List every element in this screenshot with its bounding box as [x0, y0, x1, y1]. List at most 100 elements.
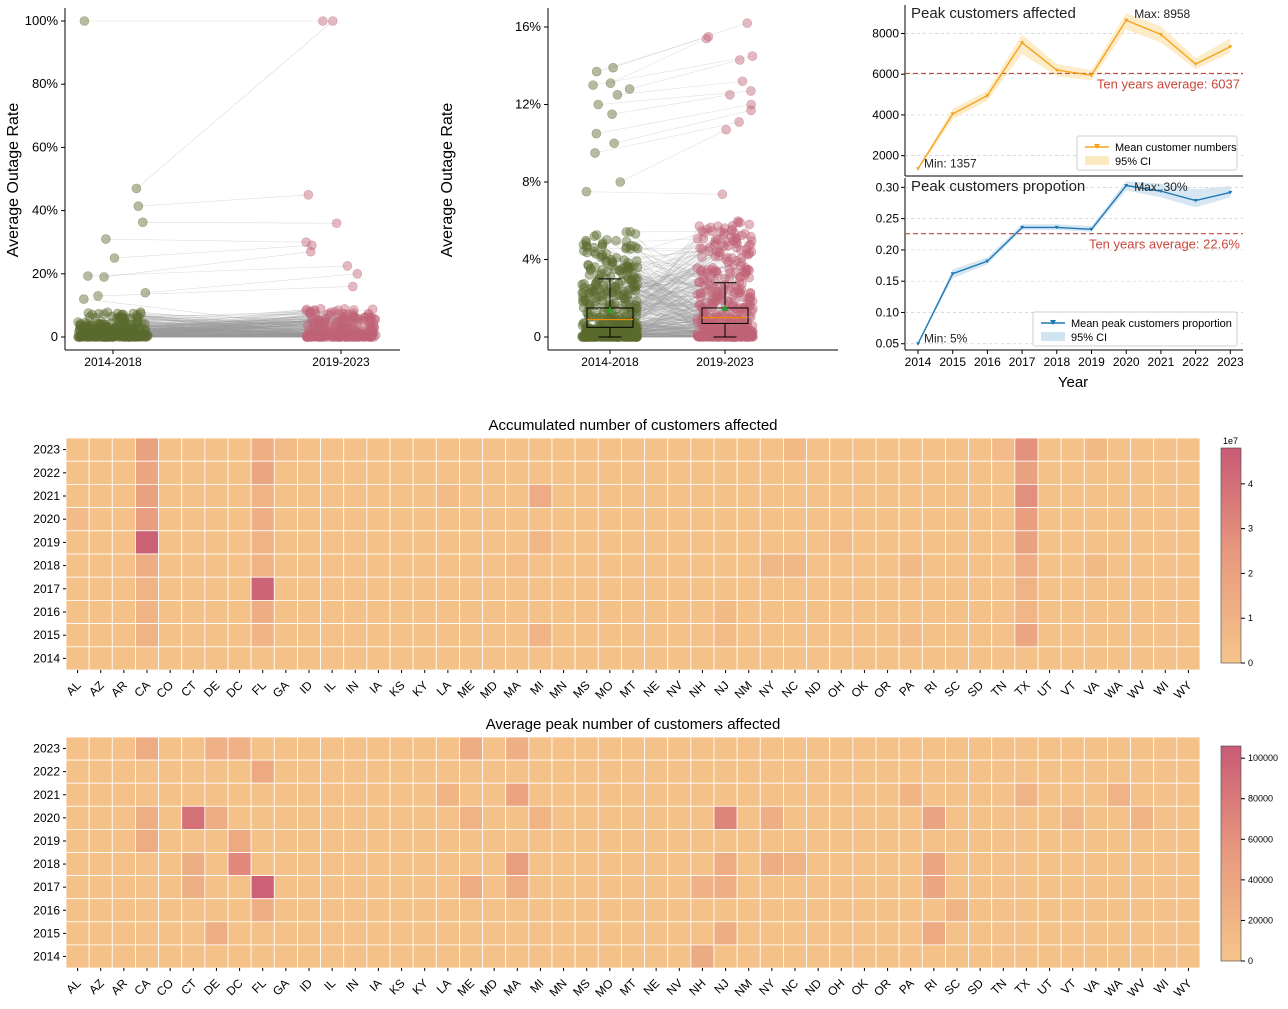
heat-cell [66, 853, 89, 876]
x-tick-label: 2019-2023 [312, 355, 370, 369]
point-2014-2018 [631, 229, 640, 238]
heat-cell [1038, 783, 1061, 806]
heat-cell [1107, 922, 1130, 945]
heat-cell [714, 554, 737, 577]
heat-cell [645, 438, 668, 461]
heat-cell [1154, 737, 1177, 760]
heat-cell [668, 829, 691, 852]
heat-cell [251, 600, 274, 623]
heat-cell [783, 531, 806, 554]
heat-cell [552, 737, 575, 760]
heat-cell [691, 647, 714, 670]
heat-cell [899, 461, 922, 484]
y-tick-label: 0.25 [876, 212, 900, 226]
heat-cell [830, 461, 853, 484]
heat-cell [922, 760, 945, 783]
heat-cell [598, 531, 621, 554]
heat-cell [1015, 806, 1038, 829]
point-2014-2018 [587, 287, 596, 296]
heat-cell [645, 647, 668, 670]
y-tick-label: 12% [515, 97, 541, 112]
heat-cell [1154, 876, 1177, 899]
heat-cell [135, 876, 158, 899]
heat-cell [297, 647, 320, 670]
heat-cell [228, 737, 251, 760]
heat-cell [992, 806, 1015, 829]
heat-cell [760, 829, 783, 852]
heat-cell [89, 531, 112, 554]
average-peak-heatmap: 2023202220212020201920182017201620152014… [33, 737, 1278, 1000]
heat-cell [483, 783, 506, 806]
heat-cell [876, 508, 899, 531]
heat-cell [297, 945, 320, 968]
heat-cell [413, 484, 436, 507]
heat-cell [1061, 531, 1084, 554]
heat-cell [1131, 899, 1154, 922]
heat-cell [413, 899, 436, 922]
heat-cell [1177, 829, 1200, 852]
point-2019-2023 [712, 247, 721, 256]
heat-cell [135, 484, 158, 507]
heat-cell [760, 783, 783, 806]
y-tick-label: 4% [522, 252, 541, 267]
heat-cell [413, 438, 436, 461]
heat-cell [1177, 508, 1200, 531]
heat-cell [483, 600, 506, 623]
heat-cell [575, 647, 598, 670]
accumulated-heatmap: 2023202220212020201920182017201620152014… [33, 436, 1253, 702]
heat-cell [621, 484, 644, 507]
point-2019-2023 [744, 241, 753, 250]
heat-cell [1038, 577, 1061, 600]
heat-cell [807, 461, 830, 484]
heat-cell [876, 922, 899, 945]
colorbar-tick-label: 40000 [1248, 875, 1273, 885]
heat-cell [459, 438, 482, 461]
heat-cell [1061, 945, 1084, 968]
heat-cell [1015, 531, 1038, 554]
heat-cell [506, 829, 529, 852]
heat-cell [205, 461, 228, 484]
heat-cell [1107, 554, 1130, 577]
heat-cell [714, 899, 737, 922]
y-tick-label: 60% [32, 139, 58, 154]
heat-cell [969, 461, 992, 484]
heat-cell [876, 853, 899, 876]
point-2019-2023 [735, 55, 744, 64]
heat-cell [297, 461, 320, 484]
heat-cell [112, 829, 135, 852]
heat-cell [807, 438, 830, 461]
heat-cell [922, 945, 945, 968]
point-2014-2018 [117, 311, 126, 320]
heat-cell [436, 461, 459, 484]
heat-cell [390, 508, 413, 531]
heat-cell [922, 899, 945, 922]
point-2014-2018 [593, 276, 602, 285]
heat-cell [807, 531, 830, 554]
heat-cell [1015, 876, 1038, 899]
heat-cell [691, 899, 714, 922]
heat-cell [459, 899, 482, 922]
heat-cell [436, 600, 459, 623]
heat-cell [899, 760, 922, 783]
heat-cell [228, 554, 251, 577]
heat-cell [529, 484, 552, 507]
heat-cell [691, 945, 714, 968]
heat-cell [367, 783, 390, 806]
heat-cell [297, 484, 320, 507]
heat-cell [89, 600, 112, 623]
heat-cell [1131, 737, 1154, 760]
heat-cell [1038, 531, 1061, 554]
heat-cell [807, 484, 830, 507]
heat-cell [274, 899, 297, 922]
heat-cell [830, 899, 853, 922]
heat-cell [89, 899, 112, 922]
point-2014-2018 [83, 272, 92, 281]
heat-cell [922, 577, 945, 600]
heat-cell [1107, 945, 1130, 968]
point-2019-2023 [365, 313, 374, 322]
heat-cell [945, 484, 968, 507]
heat-cell [159, 531, 182, 554]
y-tick-label: 0.15 [876, 274, 900, 288]
heat-cell [598, 899, 621, 922]
heat-cell [575, 624, 598, 647]
